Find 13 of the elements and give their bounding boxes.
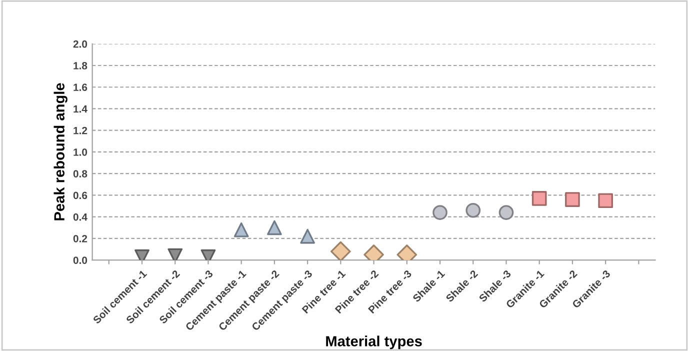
y-tick-label: 2.0: [73, 40, 88, 48]
x-axis-title: Material types: [326, 336, 422, 350]
y-tick-label: 0.0: [73, 256, 88, 264]
y-tick-label: 0.8: [73, 170, 88, 178]
y-tick-label: 1.0: [74, 148, 88, 156]
y-tick-label: 1.8: [74, 62, 88, 70]
y-tick-label: 0.6: [73, 192, 88, 200]
y-tick-label: 1.6: [74, 84, 88, 91]
y-axis-title: Peak rebound angle: [54, 83, 68, 220]
y-tick-label: 0.2: [73, 234, 88, 242]
y-tick-label: 1.2: [74, 126, 88, 134]
y-tick-label: 1.4: [74, 105, 88, 113]
y-tick-label: 0.4: [73, 213, 88, 221]
